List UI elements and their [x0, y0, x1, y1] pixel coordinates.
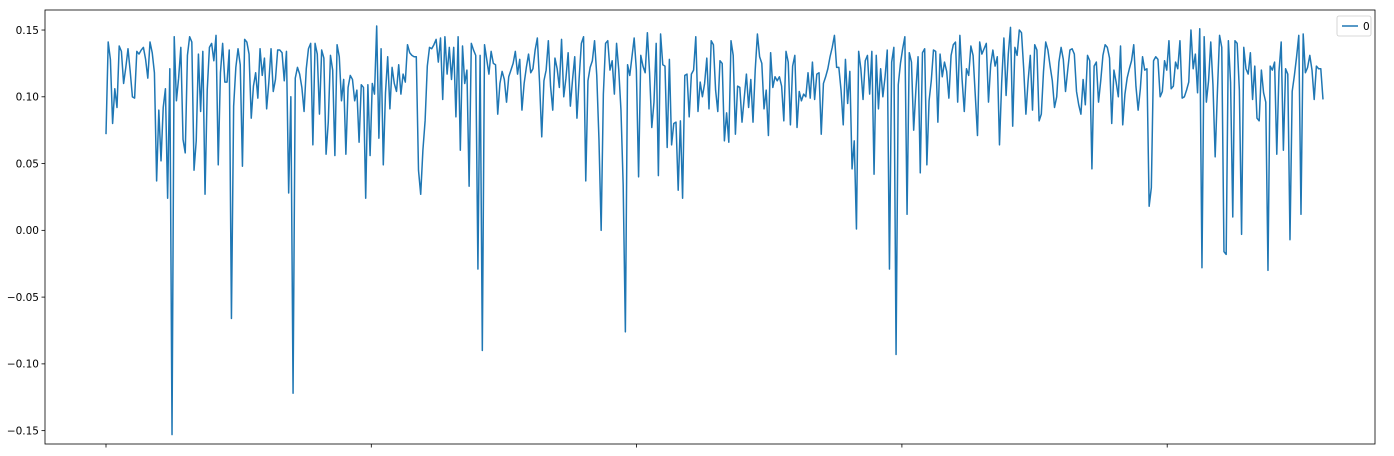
y-tick-label: 0.15 — [16, 25, 39, 37]
y-tick-label: 0.10 — [16, 92, 39, 104]
y-tick-label: 0.05 — [16, 158, 39, 170]
legend: 0 — [1336, 15, 1372, 37]
y-axis: −0.15 −0.10 −0.05 0.00 0.05 0.10 0.15 — [7, 25, 45, 437]
y-tick-label: −0.15 — [7, 425, 39, 437]
plot-frame — [44, 9, 1376, 445]
x-axis — [105, 444, 1168, 448]
legend-label: 0 — [1363, 21, 1370, 33]
plot-area — [105, 25, 1324, 436]
y-tick-label: −0.05 — [7, 292, 39, 304]
series-line-0 — [105, 25, 1324, 436]
y-tick-label: −0.10 — [7, 359, 39, 371]
y-tick-label: 0.00 — [16, 225, 39, 237]
